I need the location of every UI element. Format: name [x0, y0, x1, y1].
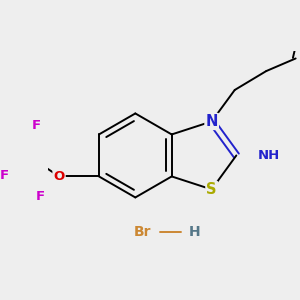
- Text: N: N: [206, 114, 218, 129]
- Text: F: F: [0, 169, 9, 182]
- Text: NH: NH: [258, 149, 280, 162]
- Text: O: O: [53, 170, 65, 183]
- Text: F: F: [36, 190, 45, 203]
- Text: S: S: [206, 182, 217, 197]
- Text: Br: Br: [134, 225, 151, 239]
- Text: H: H: [188, 225, 200, 239]
- Text: F: F: [32, 119, 40, 132]
